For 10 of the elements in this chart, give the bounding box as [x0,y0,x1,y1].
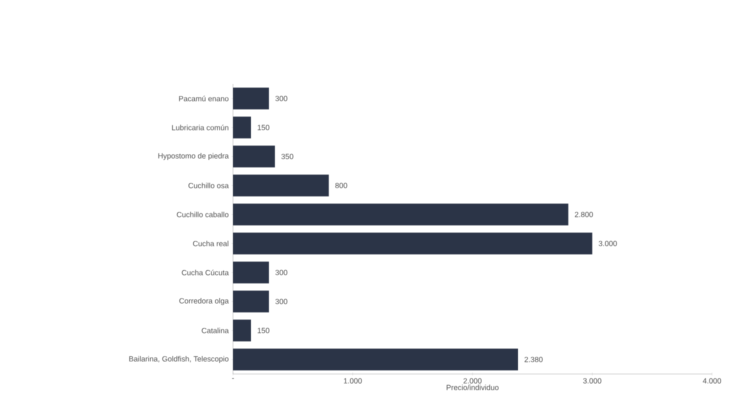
bar [233,88,269,110]
bar [233,348,518,370]
bar [233,174,329,196]
bar [233,262,269,284]
bar [233,116,251,138]
bar [233,232,592,254]
bar [233,320,251,342]
bar [233,146,275,168]
bar [233,290,269,312]
bar [233,204,568,226]
